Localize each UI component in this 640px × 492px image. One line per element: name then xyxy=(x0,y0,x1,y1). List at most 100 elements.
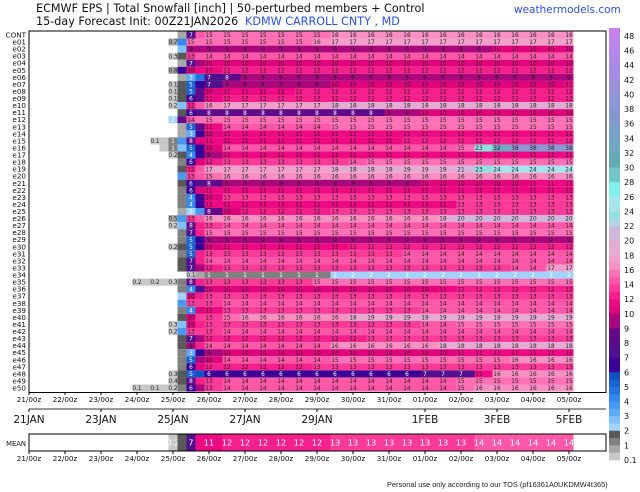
member-row-cell xyxy=(546,320,565,329)
member-row-cell xyxy=(492,328,511,336)
member-row-value-label: 15 xyxy=(259,33,267,39)
member-row-value-label: 12 xyxy=(547,90,555,96)
member-row-value-label: 14 xyxy=(475,259,483,265)
member-row-value-label: 14 xyxy=(547,301,555,307)
row-label: e37 xyxy=(12,292,26,301)
member-row-value-label: 11 xyxy=(331,139,339,145)
member-row-value-label: 11 xyxy=(349,203,357,209)
member-row-cell xyxy=(222,123,241,131)
member-row-lead-cell xyxy=(195,80,205,88)
member-row-cell xyxy=(348,80,367,88)
member-row-cell xyxy=(366,299,385,307)
member-row-lead-cell xyxy=(186,313,196,321)
member-row-lead-cell xyxy=(177,299,187,307)
member-row-cell xyxy=(222,384,241,392)
member-row-value-label: 11 xyxy=(511,153,519,159)
member-row-cell xyxy=(456,179,475,187)
member-row-cell xyxy=(348,102,367,110)
mean-row-lead-label: 7 xyxy=(188,438,193,448)
member-row-value-label: 9 xyxy=(459,238,463,244)
member-row-value-label: 38 xyxy=(565,146,573,152)
row-label: e33 xyxy=(12,263,26,272)
row-label: e27 xyxy=(12,221,26,230)
member-row-value-label: 15 xyxy=(529,118,537,124)
member-row-cell xyxy=(258,172,277,180)
member-row-cell xyxy=(546,264,565,272)
mean-row-value-label: 13 xyxy=(330,438,340,448)
member-row-cell xyxy=(348,165,367,173)
member-row-cell xyxy=(258,285,277,293)
member-row-cell xyxy=(438,384,457,392)
member-row-cell xyxy=(564,80,574,88)
member-row-value-label: 19 xyxy=(421,316,429,322)
colorbar-segment xyxy=(609,43,620,51)
member-row-cell xyxy=(492,109,511,117)
member-row-cell xyxy=(366,370,385,378)
member-row-lead-cell xyxy=(177,243,187,251)
brand-link[interactable]: weathermodels.com xyxy=(514,4,621,16)
member-row-lead-cell xyxy=(186,370,196,378)
member-row-cell xyxy=(510,313,529,321)
member-row-value-label: 13 xyxy=(241,195,249,201)
member-row-value-label: 12 xyxy=(367,245,375,251)
colorbar-segment xyxy=(609,313,620,322)
member-row-cell xyxy=(456,363,475,371)
member-row-cell xyxy=(492,95,511,103)
member-row-value-label: 15 xyxy=(241,118,249,124)
member-row-cell xyxy=(528,73,547,81)
member-row-value-label: 8 xyxy=(351,111,355,117)
member-row-cell xyxy=(528,200,547,208)
member-row-lead-cell xyxy=(150,137,160,145)
member-row-cell xyxy=(330,123,349,131)
member-row-cell xyxy=(474,172,493,180)
member-row-cell xyxy=(492,179,511,187)
member-row-cell xyxy=(312,172,331,180)
forecast-init: 15-day Forecast Init: 00Z21JAN2026 xyxy=(36,15,239,28)
member-row-value-label: 17 xyxy=(421,40,429,46)
row-label: e36 xyxy=(12,285,26,294)
member-row-value-label: 11 xyxy=(439,188,447,194)
member-row-cell xyxy=(330,172,349,180)
member-row-cell xyxy=(492,80,511,88)
member-row-value-label: 10 xyxy=(277,287,285,293)
mean-row-cell xyxy=(312,434,331,451)
member-row-cell xyxy=(456,151,475,159)
member-row-cell xyxy=(402,377,421,385)
member-row-value-label: 14 xyxy=(241,54,249,60)
row-label: e07 xyxy=(12,80,26,89)
colorbar-segment xyxy=(609,255,620,263)
member-row-cell xyxy=(258,80,277,88)
member-row-value-label: 14 xyxy=(493,224,501,230)
member-row-cell xyxy=(456,52,475,60)
member-row-cell xyxy=(564,87,574,96)
member-row-cell xyxy=(420,236,439,244)
member-row-cell xyxy=(366,342,385,350)
member-row-value-label: 15 xyxy=(511,125,519,131)
member-row-cell xyxy=(402,306,421,314)
date-tick-label: 25JAN xyxy=(157,414,188,426)
member-row-value-label: 13 xyxy=(475,266,483,272)
member-row-cell xyxy=(276,66,295,74)
member-row-cell xyxy=(294,193,313,201)
member-row-cell xyxy=(564,144,574,152)
member-row-value-label: 10 xyxy=(421,287,429,293)
member-row-value-label: 13 xyxy=(295,280,303,286)
member-row-value-label: 14 xyxy=(223,146,231,152)
member-row-value-label: 12 xyxy=(331,337,339,343)
member-row-cell xyxy=(528,215,547,223)
member-row-cell xyxy=(564,250,574,258)
member-row-lead-cell xyxy=(186,73,196,81)
member-row-value-label: 15 xyxy=(403,160,411,166)
member-row-lead-cell xyxy=(177,384,187,392)
member-row-value-label: 10 xyxy=(277,351,285,357)
member-row-cell xyxy=(348,222,367,230)
mean-row-value-label: 13 xyxy=(402,438,412,448)
member-row-cell xyxy=(366,186,385,194)
member-row-cell xyxy=(456,158,475,166)
member-row-cell xyxy=(330,52,349,60)
member-row-value-label: 11 xyxy=(241,90,249,96)
member-row-cell xyxy=(330,208,349,216)
member-row-lead-cell xyxy=(186,31,196,39)
member-row-value-label: 9 xyxy=(279,238,283,244)
member-row-value-label: 13 xyxy=(511,210,519,216)
